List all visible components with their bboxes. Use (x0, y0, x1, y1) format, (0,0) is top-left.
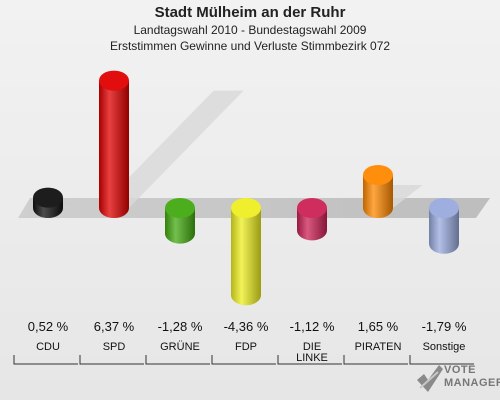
bar (429, 198, 459, 254)
category-label: SPD (103, 341, 126, 353)
value-label: -1,28 % (158, 319, 203, 334)
category-label: FDP (235, 341, 257, 353)
checkmark-icon (417, 365, 443, 392)
chart-subtitle2: Erststimmen Gewinne und Verluste Stimmbe… (109, 39, 391, 53)
axis-bracket (211, 355, 276, 365)
value-label: 1,65 % (358, 319, 399, 334)
value-label: 0,52 % (28, 319, 69, 334)
category-label: PIRATEN (355, 341, 402, 353)
axis-bracket (409, 355, 474, 365)
bar (33, 187, 63, 218)
value-labels: 0,52 % 6,37 % -1,28 % -4,36 % -1,12 % 1,65 % -… (28, 319, 467, 334)
bar (165, 198, 195, 244)
axis-bracket (145, 355, 210, 365)
category-label: Sonstige (423, 341, 466, 353)
axis-bracket (13, 355, 78, 365)
category-label: CDU (36, 341, 60, 353)
axis-bracket (79, 355, 144, 365)
vote-manager-logo: VOTE MANAGER (414, 362, 500, 396)
category-label: GRÜNE (160, 341, 200, 353)
chart-title: Stadt Mülheim an der Ruhr (154, 4, 346, 21)
category-label: DIE (303, 341, 321, 353)
category-label: LINKE (296, 352, 328, 364)
logo-line1: VOTE (444, 364, 476, 376)
bar (363, 165, 393, 218)
value-label: 6,37 % (94, 319, 135, 334)
bar (297, 198, 327, 241)
value-label: -1,12 % (290, 319, 335, 334)
bar (99, 70, 129, 218)
bar-shadow (99, 90, 244, 208)
axis-bracket (343, 355, 408, 365)
logo-line2: MANAGER (444, 377, 500, 389)
value-label: -1,79 % (422, 319, 467, 334)
value-label: -4,36 % (224, 319, 269, 334)
chart-subtitle: Landtagswahl 2010 - Bundestagswahl 2009 (133, 23, 367, 37)
axis-bracket (277, 355, 342, 365)
bar (231, 198, 261, 306)
bars (33, 70, 459, 306)
